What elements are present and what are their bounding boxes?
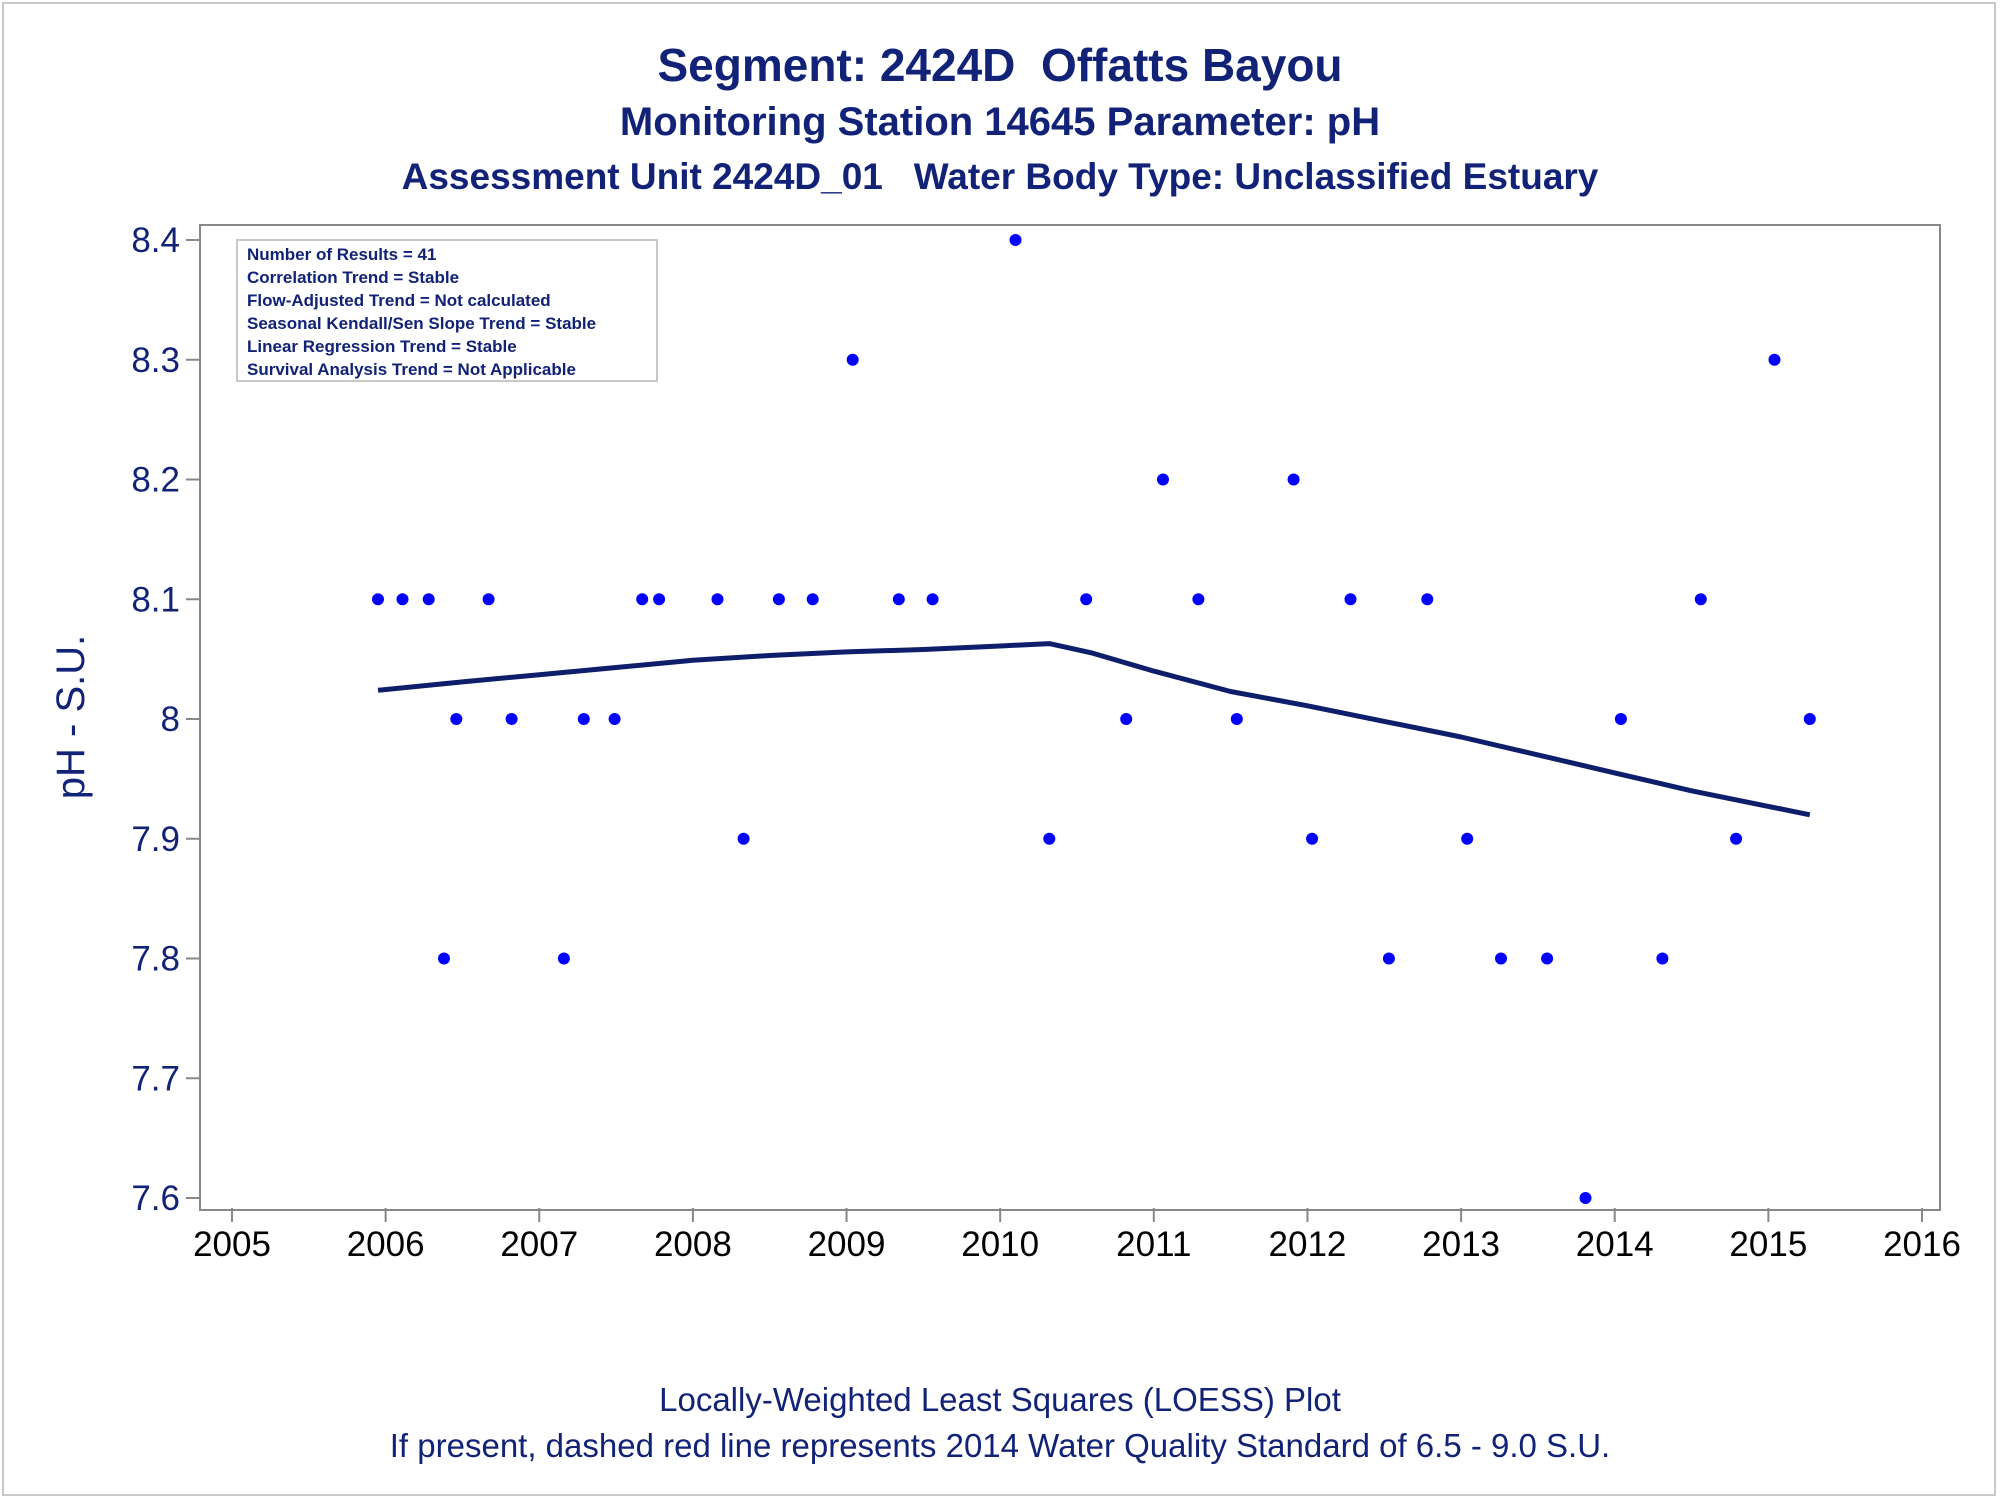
data-point xyxy=(1730,832,1743,845)
x-tick-label: 2008 xyxy=(654,1225,732,1264)
x-tick-label: 2011 xyxy=(1116,1225,1191,1264)
data-point xyxy=(926,593,939,606)
y-tick-label: 8.4 xyxy=(131,221,180,260)
stats-line: Number of Results = 41 xyxy=(247,245,436,264)
data-point xyxy=(450,713,463,725)
data-point xyxy=(1306,832,1319,845)
data-point xyxy=(422,593,435,606)
y-tick-label: 7.6 xyxy=(131,1179,180,1218)
points-layer xyxy=(372,234,1816,1204)
footnote-standard: If present, dashed red line represents 2… xyxy=(389,1427,1611,1464)
data-point xyxy=(1421,593,1434,606)
y-axis-label: pH - S.U. xyxy=(49,635,93,799)
data-point xyxy=(1495,952,1507,965)
data-point xyxy=(608,713,621,725)
data-point xyxy=(1614,713,1627,725)
data-point xyxy=(1656,952,1669,965)
data-point xyxy=(1579,1192,1592,1204)
x-tick-label: 2014 xyxy=(1576,1225,1654,1264)
plot-area-frame xyxy=(199,224,1941,1211)
chart-title: Segment: 2424D Offatts Bayou xyxy=(657,39,1343,91)
data-point xyxy=(636,593,649,606)
loess-layer xyxy=(377,641,1811,818)
y-tick-label: 8 xyxy=(161,700,180,739)
data-point xyxy=(1080,593,1093,606)
data-point xyxy=(1230,713,1243,725)
data-point xyxy=(372,593,384,606)
data-point xyxy=(1344,593,1357,606)
data-point xyxy=(482,593,495,606)
data-point xyxy=(438,952,450,965)
stats-line: Flow-Adjusted Trend = Not calculated xyxy=(247,291,551,310)
data-point xyxy=(806,593,819,606)
y-tick-label: 7.9 xyxy=(131,820,180,859)
data-point xyxy=(846,353,859,366)
x-axis: 2005 2006 2007 2008 2009 2010 2011 2012 2013 2014… xyxy=(193,1208,1961,1264)
data-point xyxy=(1120,713,1133,725)
data-point xyxy=(1287,473,1300,486)
data-point xyxy=(892,593,905,606)
data-point xyxy=(1157,473,1169,486)
stats-box-frame xyxy=(236,239,658,382)
stats-line: Seasonal Kendall/Sen Slope Trend = Stabl… xyxy=(247,314,596,333)
y-tick-label: 8.2 xyxy=(131,461,180,500)
x-tick-label: 2006 xyxy=(347,1225,425,1264)
data-point xyxy=(1694,593,1707,606)
data-point xyxy=(772,593,785,606)
data-point xyxy=(653,593,666,606)
y-tick-label: 7.8 xyxy=(131,940,180,979)
data-point xyxy=(737,832,750,845)
x-tick-label: 2012 xyxy=(1269,1225,1347,1264)
chart-subtitle-station: Monitoring Station 14645 Parameter: pH xyxy=(619,100,1381,144)
data-point xyxy=(1043,832,1056,845)
data-point xyxy=(1803,713,1816,725)
data-point xyxy=(1461,832,1474,845)
data-point xyxy=(1541,952,1554,965)
data-point xyxy=(1382,952,1395,965)
stats-line: Correlation Trend = Stable xyxy=(247,268,459,287)
x-tick-label: 2005 xyxy=(193,1225,271,1264)
x-tick-label: 2010 xyxy=(961,1225,1039,1264)
y-tick-label: 7.7 xyxy=(131,1059,180,1098)
loess-line xyxy=(377,641,1811,818)
x-tick-label: 2013 xyxy=(1422,1225,1500,1264)
x-tick-label: 2007 xyxy=(500,1225,578,1264)
stats-box: Number of Results = 41 Correlation Trend… xyxy=(236,239,658,382)
x-tick-label: 2009 xyxy=(808,1225,886,1264)
chart-subtitle-assessment: Assessment Unit 2424D_01 Water Body Type… xyxy=(401,156,1599,197)
data-point xyxy=(505,713,518,725)
y-tick-label: 8.3 xyxy=(131,341,180,380)
data-point xyxy=(396,593,409,606)
footnote-loess: Locally-Weighted Least Squares (LOESS) P… xyxy=(659,1381,1341,1418)
y-axis: 7.6 7.7 7.8 7.9 8 8.1 8.2 8.3 8.4 xyxy=(131,221,200,1218)
data-point xyxy=(711,593,724,606)
data-point xyxy=(577,713,590,725)
x-tick-label: 2016 xyxy=(1883,1225,1961,1264)
y-tick-label: 8.1 xyxy=(131,580,180,619)
data-point xyxy=(1192,593,1205,606)
data-point xyxy=(557,952,570,965)
stats-line: Linear Regression Trend = Stable xyxy=(247,337,517,356)
x-tick-label: 2015 xyxy=(1729,1225,1807,1264)
stats-line: Survival Analysis Trend = Not Applicable xyxy=(247,360,576,379)
data-point xyxy=(1768,353,1781,366)
data-point xyxy=(1009,234,1022,246)
